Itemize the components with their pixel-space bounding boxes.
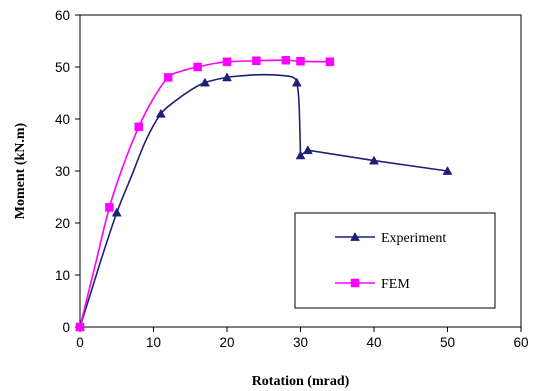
series-fem-point [281,55,291,65]
y-tick-label: 60 [55,8,70,23]
series-group [75,55,453,332]
legend-experiment-marker [350,231,360,241]
x-tick-label: 20 [219,335,234,350]
y-axis-title: Moment (kN.m) [13,122,28,219]
series-experiment-point [222,72,232,82]
y-tick-label: 0 [62,320,70,335]
series-fem-point [105,203,114,212]
series-experiment-point [442,165,453,175]
x-tick-label: 10 [146,335,161,350]
x-axis-title: Rotation (mrad) [252,374,350,389]
series-fem-group [75,55,335,332]
legend-fem-label: FEM [381,277,410,292]
series-experiment-point [200,77,210,87]
series-fem-point [222,57,232,67]
x-tick-label: 30 [293,335,308,350]
series-fem-point [325,57,335,67]
legend-fem-marker [350,278,360,288]
y-tick-label: 30 [55,164,70,179]
series-experiment-point [155,108,166,118]
series-experiment-point [291,77,302,87]
series-fem-line [79,59,330,328]
series-fem-point [252,56,261,66]
ticks: 0 10 20 30 40 50 60 0 10 20 30 40 50 60 [55,8,529,350]
series-experiment-point [111,207,122,217]
series-fem-point [134,122,144,132]
x-tick-label: 0 [76,335,84,350]
series-experiment-point [295,150,306,160]
series-fem-point [296,57,305,66]
y-tick-label: 40 [55,112,70,127]
series-experiment-point [302,145,313,155]
x-tick-label: 40 [366,335,381,350]
y-tick-label: 50 [55,60,70,75]
legend: Experiment FEM [294,212,496,309]
y-tick-label: 10 [55,268,70,283]
series-experiment-point [369,155,379,165]
series-fem-point [75,322,85,332]
legend-experiment-label: Experiment [381,231,446,246]
series-fem-point [193,62,202,72]
x-tick-label: 50 [440,335,455,350]
y-tick-label: 20 [55,216,70,231]
series-fem-point [163,73,173,82]
legend-box [294,212,496,309]
x-tick-label: 60 [513,335,528,350]
